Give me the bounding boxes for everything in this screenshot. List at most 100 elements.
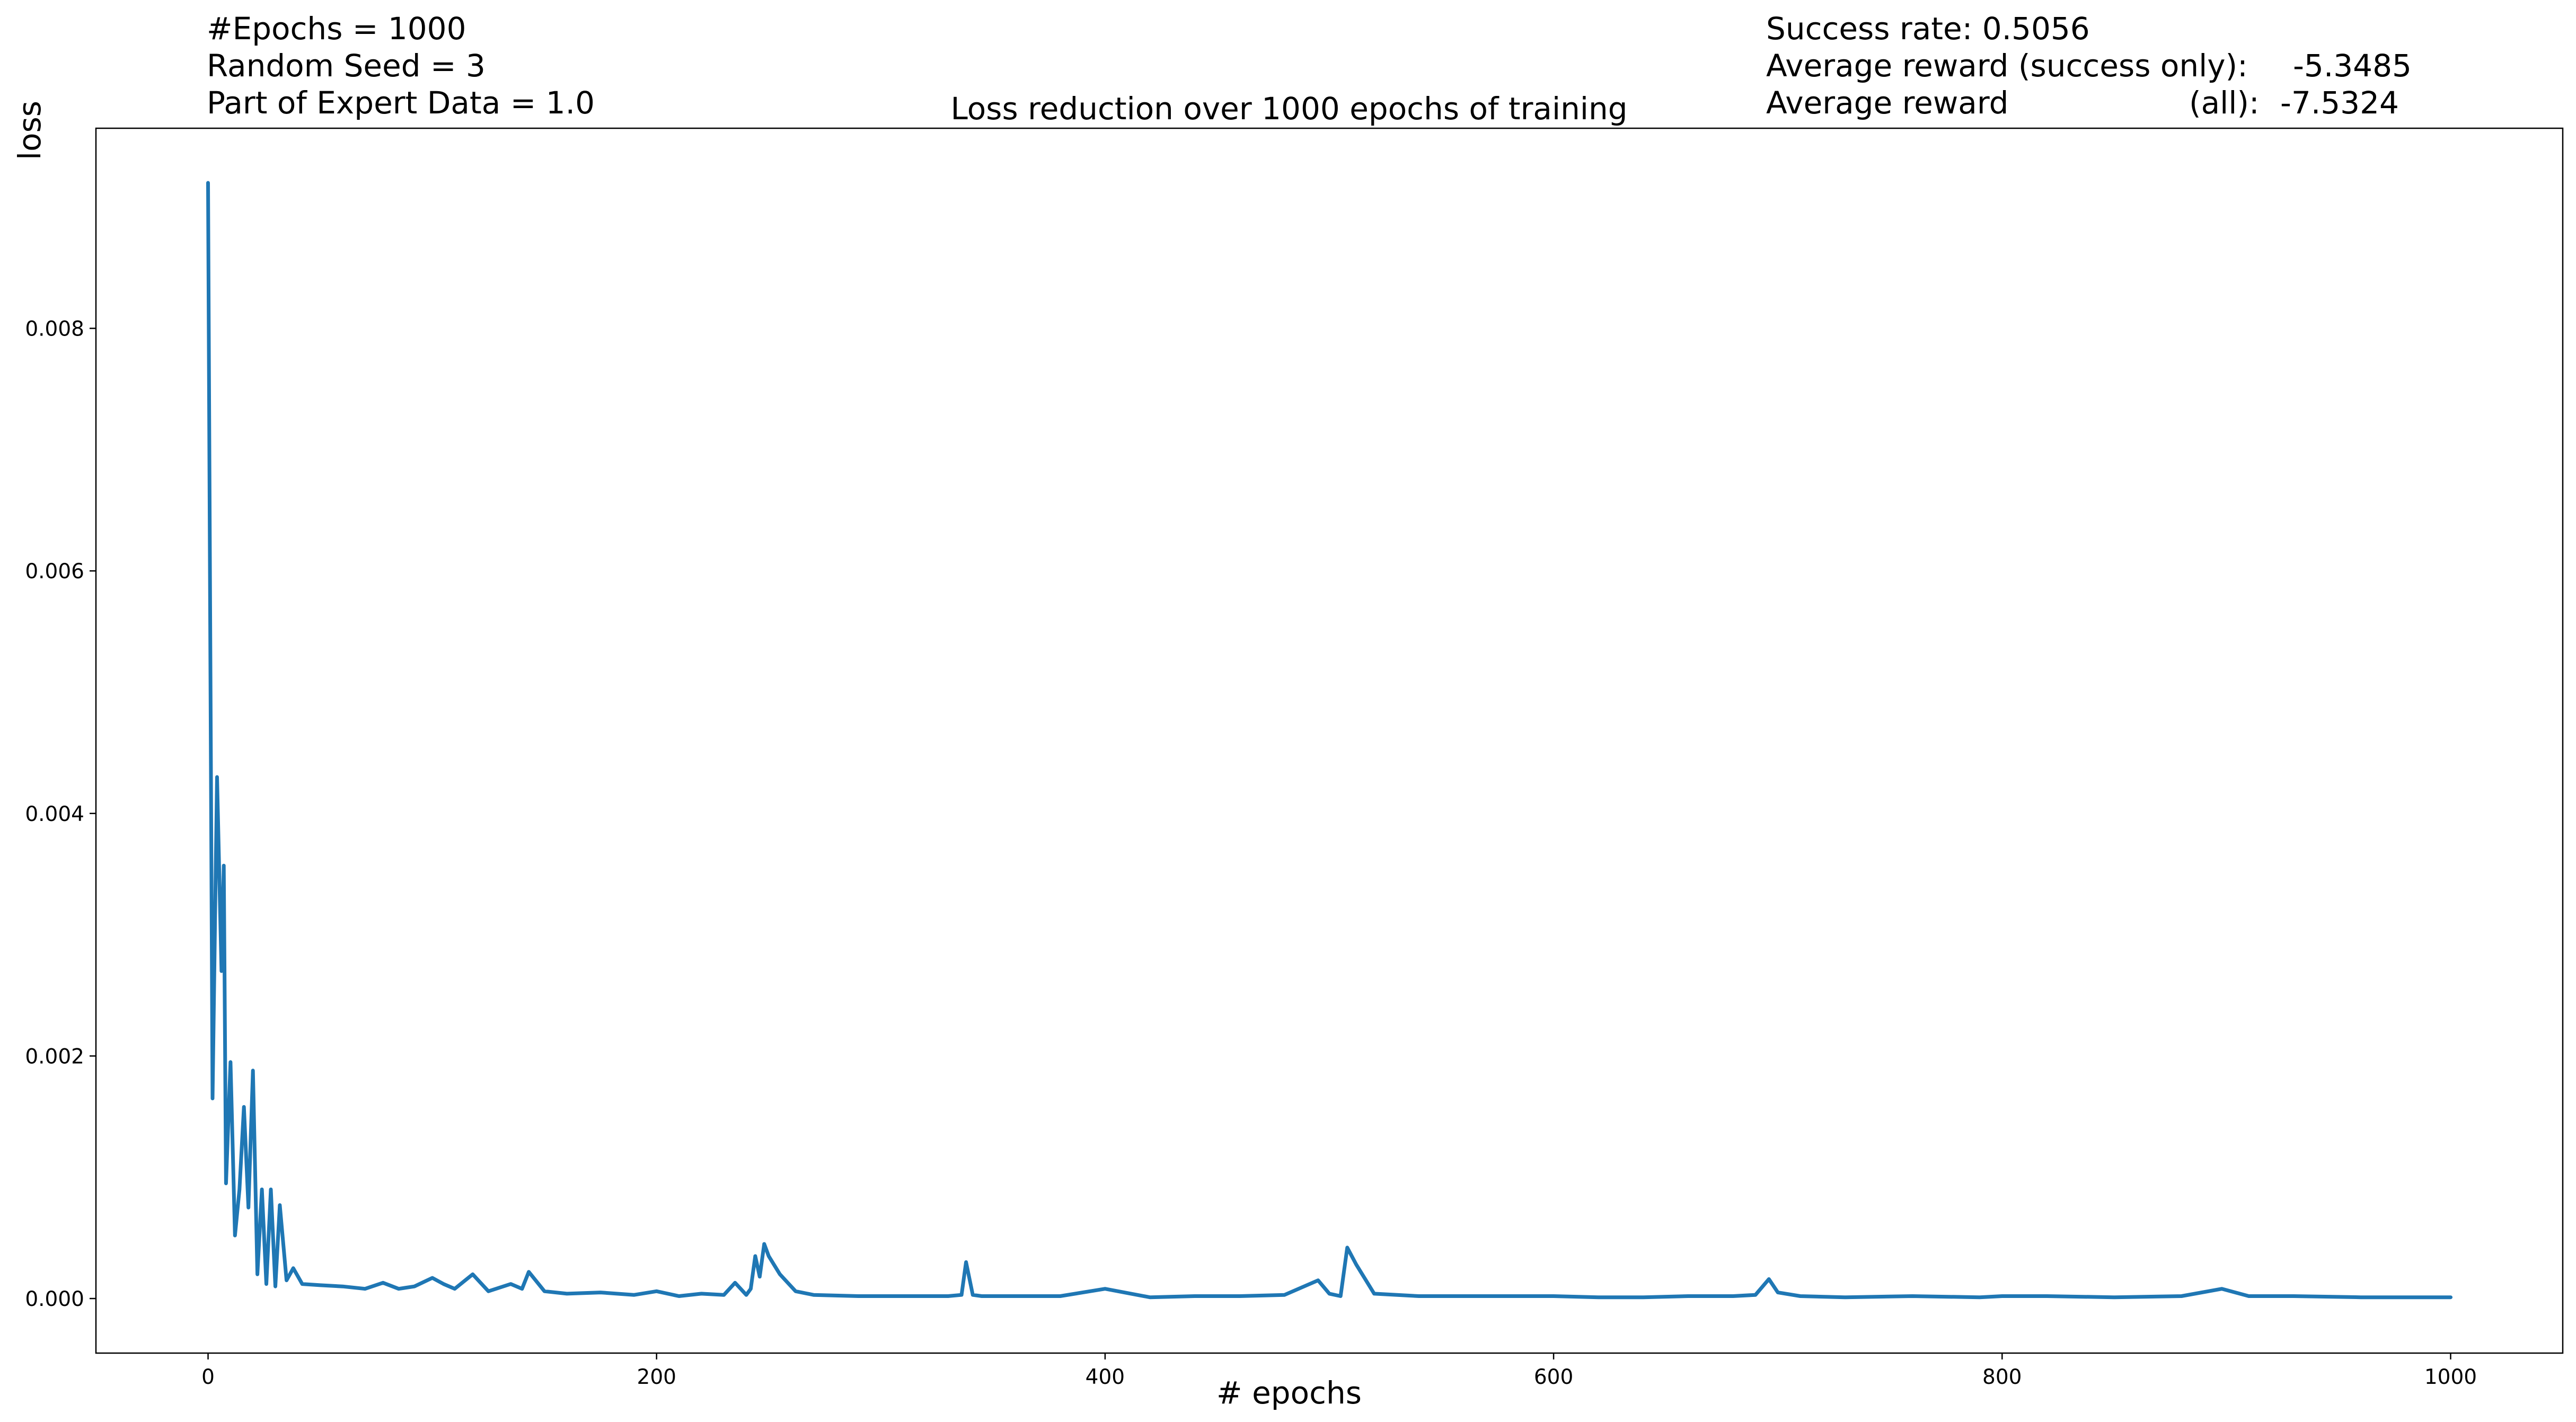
loss-point [794, 1289, 798, 1293]
loss-point [980, 1294, 984, 1298]
info-avg-reward-all-sub: (all): [2189, 85, 2260, 121]
loss-point [381, 1281, 385, 1285]
loss-point [960, 1293, 964, 1297]
loss-point [264, 1282, 268, 1286]
loss-point [509, 1282, 513, 1286]
y-tick-label: 0.008 [25, 317, 84, 341]
loss-point [487, 1289, 490, 1293]
loss-point [902, 1294, 905, 1298]
loss-point [260, 1188, 264, 1191]
loss-point [677, 1294, 681, 1298]
x-tick-label: 600 [1534, 1365, 1573, 1389]
loss-point [219, 969, 223, 973]
loss-point [971, 1293, 975, 1297]
loss-point [762, 1242, 766, 1246]
loss-point [1767, 1277, 1771, 1281]
loss-point [206, 181, 210, 184]
loss-point [1354, 1262, 1358, 1266]
info-success-rate: Success rate: 0.5056 [1766, 11, 2090, 47]
loss-point [222, 864, 226, 868]
loss-point [1417, 1294, 1421, 1298]
loss-point [237, 1188, 241, 1191]
loss-point [1642, 1295, 1645, 1299]
loss-point [543, 1289, 546, 1293]
loss-point [246, 1206, 250, 1209]
loss-point [758, 1275, 762, 1278]
loss-point [2045, 1294, 2049, 1298]
loss-point [1238, 1294, 1241, 1298]
loss-point [430, 1276, 434, 1280]
loss-point [2180, 1294, 2183, 1298]
loss-point [1731, 1294, 1735, 1298]
loss-point [442, 1282, 445, 1286]
loss-point [1372, 1292, 1376, 1295]
loss-point [1507, 1294, 1511, 1298]
loss-point [1058, 1294, 1062, 1298]
loss-point [700, 1292, 703, 1295]
loss-point [964, 1260, 968, 1264]
info-random-seed: Random Seed = 3 [207, 48, 486, 84]
loss-point [811, 1293, 815, 1297]
loss-point [1013, 1294, 1017, 1298]
loss-point [1339, 1294, 1343, 1298]
loss-point [1462, 1294, 1466, 1298]
loss-point [215, 775, 219, 779]
plot-area [95, 127, 2564, 1354]
loss-point [363, 1287, 367, 1291]
loss-point [2112, 1295, 2116, 1299]
info-avg-reward-success-label: Average reward (success only): [1766, 48, 2248, 84]
info-avg-reward-success-value: -5.3485 [2293, 48, 2412, 84]
loss-point [1193, 1294, 1197, 1298]
loss-point [292, 1266, 295, 1270]
loss-point [224, 1181, 228, 1185]
loss-point [632, 1293, 636, 1297]
loss-point [2292, 1294, 2296, 1298]
x-tick-label: 400 [1086, 1365, 1125, 1389]
loss-point [1345, 1246, 1349, 1249]
info-epochs: #Epochs = 1000 [207, 11, 466, 47]
loss-point [2247, 1294, 2251, 1298]
loss-point [2359, 1295, 2363, 1299]
loss-point [1103, 1287, 1107, 1291]
loss-point [453, 1287, 456, 1291]
loss-point [251, 1068, 255, 1072]
loss-point [744, 1293, 748, 1297]
loss-point [2000, 1294, 2004, 1298]
loss-point [1911, 1294, 1915, 1298]
loss-point [1316, 1278, 1320, 1282]
loss-point [722, 1293, 726, 1297]
loss-point [1283, 1293, 1286, 1297]
y-axis-label: loss [12, 101, 48, 160]
loss-point [1596, 1295, 1600, 1299]
x-axis-ticks: 0 200 400 600 800 1000 [201, 1353, 2477, 1389]
loss-point [274, 1285, 277, 1288]
loss-point [319, 1283, 322, 1287]
loss-point [269, 1188, 273, 1191]
loss-point [412, 1285, 416, 1288]
loss-point [1753, 1293, 1757, 1297]
info-expert-data: Part of Expert Data = 1.0 [207, 85, 595, 121]
loss-point [2220, 1287, 2224, 1291]
loss-point [565, 1292, 569, 1295]
loss-point [749, 1287, 753, 1291]
y-tick-label: 0.004 [25, 802, 84, 826]
loss-point [598, 1291, 602, 1294]
loss-point [527, 1270, 531, 1274]
loss-point [278, 1203, 281, 1207]
loss-point [1552, 1294, 1556, 1298]
loss-point [2449, 1295, 2453, 1299]
loss-point [520, 1287, 524, 1291]
x-tick-label: 800 [1982, 1365, 2022, 1389]
info-avg-reward-all-label: Average reward [1766, 85, 2009, 121]
x-axis-label: # epochs [1216, 1375, 1362, 1411]
loss-point [753, 1254, 757, 1258]
loss-point [341, 1285, 345, 1288]
loss-point [946, 1294, 950, 1298]
loss-point [1798, 1294, 1802, 1298]
loss-point [1843, 1295, 1847, 1299]
loss-point [471, 1273, 474, 1276]
loss-point [233, 1234, 237, 1238]
loss-point [857, 1294, 860, 1298]
loss-point [1686, 1294, 1690, 1298]
